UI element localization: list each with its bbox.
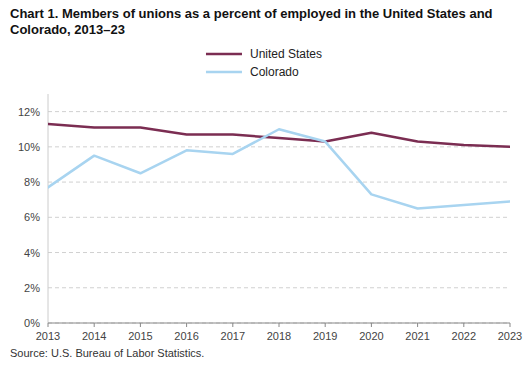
- x-tick: [140, 323, 141, 327]
- x-tick: [463, 323, 464, 327]
- x-tick: [232, 323, 233, 327]
- x-tick: [94, 323, 95, 327]
- x-tick-label: 2017: [221, 330, 245, 342]
- series-group: [48, 124, 510, 209]
- y-grid: [48, 112, 510, 323]
- legend: United States Colorado: [206, 47, 322, 79]
- grid-line: [48, 217, 510, 218]
- x-tick: [371, 323, 372, 327]
- x-tick-label: 2014: [82, 330, 106, 342]
- x-tick: [325, 323, 326, 327]
- y-tick-label: 8%: [24, 176, 40, 188]
- x-tick-label: 2013: [36, 330, 60, 342]
- y-tick-label: 4%: [24, 247, 40, 259]
- grid-line: [48, 146, 510, 147]
- y-tick-label: 10%: [18, 141, 40, 153]
- legend-label: Colorado: [250, 65, 299, 79]
- x-tick: [186, 323, 187, 327]
- y-axis-line: [48, 94, 49, 323]
- legend-swatch: [206, 53, 242, 56]
- x-tick-label: 2022: [452, 330, 476, 342]
- source-note: Source: U.S. Bureau of Labor Statistics.: [10, 347, 204, 359]
- x-tick: [279, 323, 280, 327]
- x-tick: [417, 323, 418, 327]
- grid-line: [48, 287, 510, 288]
- title-line: Chart 1. Members of unions as a percent …: [10, 6, 493, 21]
- x-tick-label: 2016: [174, 330, 198, 342]
- grid-line: [48, 182, 510, 183]
- chart: Chart 1. Members of unions as a percent …: [0, 0, 528, 365]
- x-tick-label: 2020: [359, 330, 383, 342]
- y-tick-label: 12%: [18, 106, 40, 118]
- series-line: [48, 129, 510, 208]
- grid-line: [48, 252, 510, 253]
- series-line: [48, 124, 510, 147]
- title: Chart 1. Members of unions as a percent …: [10, 6, 493, 37]
- x-tick-label: 2021: [405, 330, 429, 342]
- legend-label: United States: [250, 47, 322, 61]
- y-tick-label: 6%: [24, 211, 40, 223]
- x-tick: [48, 323, 49, 327]
- x-tick-label: 2015: [128, 330, 152, 342]
- x-tick: [510, 323, 511, 327]
- x-tick-label: 2019: [313, 330, 337, 342]
- x-tick-label: 2018: [267, 330, 291, 342]
- grid-line: [48, 111, 510, 112]
- x-tick-label: 2023: [498, 330, 522, 342]
- y-tick-label: 2%: [24, 282, 40, 294]
- legend-swatch: [206, 71, 242, 74]
- y-tick-label: 0%: [24, 317, 40, 329]
- title-line: Colorado, 2013–23: [10, 22, 125, 37]
